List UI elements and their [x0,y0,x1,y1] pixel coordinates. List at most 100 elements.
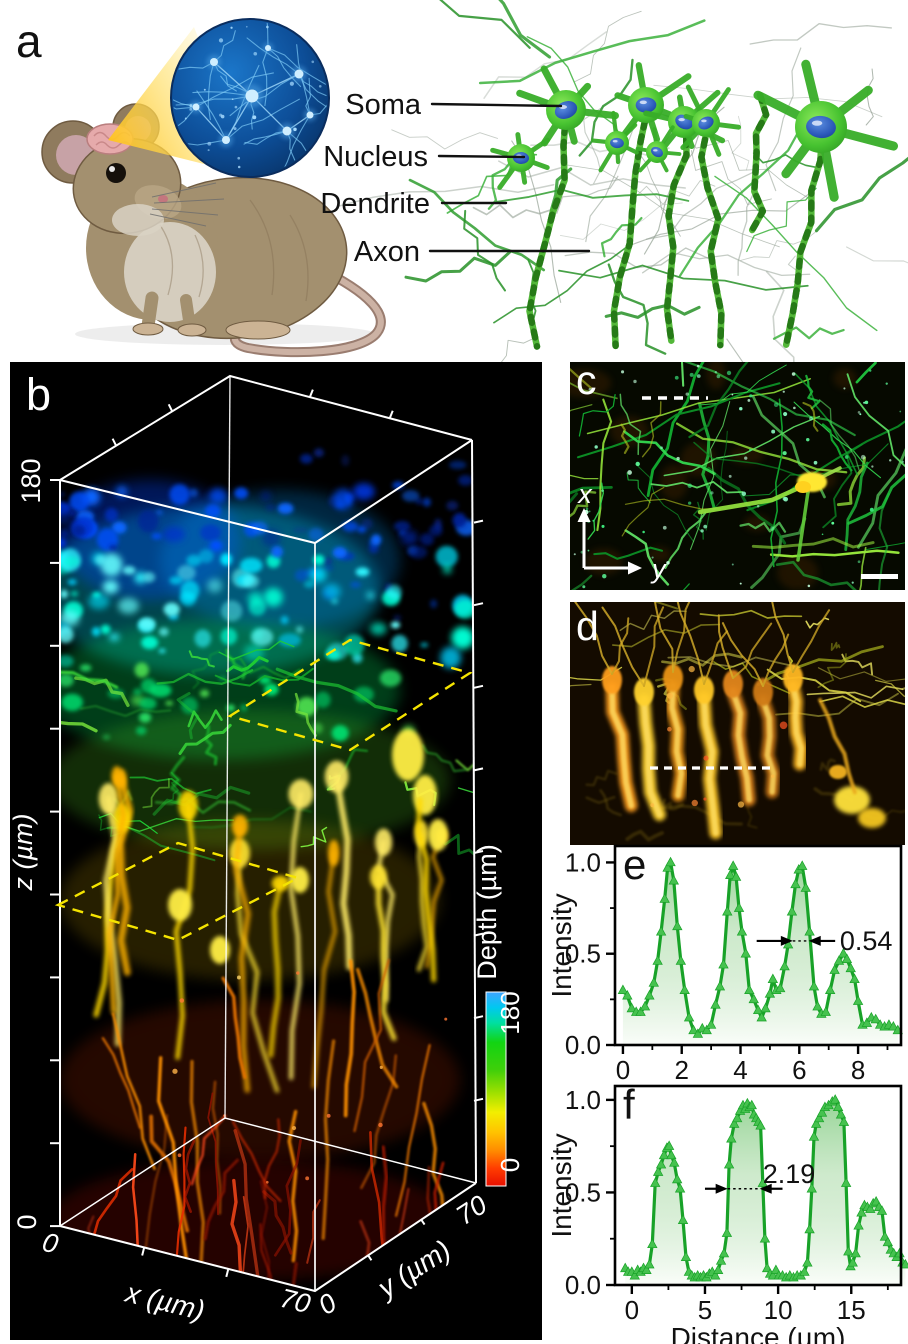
figure-graphic [242,574,260,589]
figure-graphic [294,69,304,79]
figure-graphic [650,481,744,494]
figure-graphic [808,935,821,946]
soma-image [570,602,905,842]
data-marker [669,1157,680,1167]
figure-graphic [792,609,831,673]
figure-graphic [701,119,707,123]
figure-graphic [772,326,845,340]
figure-graphic [142,778,170,809]
figure-graphic [732,622,773,679]
figure-graphic [222,136,230,144]
figure-graphic [723,670,743,698]
figure-graphic [152,785,251,816]
figure-graphic [321,1039,336,1241]
figure-graphic [674,375,679,380]
figure-graphic [831,521,835,525]
figure-graphic [190,806,313,829]
figure-graphic [378,1122,383,1128]
figure-graphic [721,622,764,687]
figure-graphic [343,959,356,1118]
figure-graphic [173,803,195,1060]
figure-graphic [311,60,315,64]
y-tick-label: 0.5 [565,1177,601,1207]
figure-graphic [455,758,476,773]
figure-graphic [333,773,353,971]
figure-graphic [795,481,811,493]
figure-graphic [493,242,633,324]
figure-graphic [408,178,546,272]
figure-graphic [829,765,847,779]
figure-graphic [374,828,393,856]
figure-graphic [661,804,743,826]
figure-graphic [422,497,431,507]
figure-graphic [421,744,467,773]
figure-graphic [305,1176,310,1181]
figure-graphic [771,429,776,434]
figure-graphic [330,598,339,605]
figure-graphic [629,190,814,246]
figure-graphic [371,534,382,546]
figure-graphic [752,152,817,169]
figure-graphic [111,766,123,787]
figure-graphic [400,529,418,546]
data-marker [744,984,755,994]
figure-graphic [429,524,443,537]
figure-graphic [111,1012,156,1171]
figure-graphic [687,501,692,505]
data-marker [861,1017,873,1027]
data-marker [760,1002,771,1013]
figure-graphic [570,474,599,480]
figure-graphic [178,723,232,756]
figure-graphic [391,129,499,150]
figure-graphic [234,487,249,500]
data-marker [808,980,820,991]
figure-graphic [293,127,297,132]
data-marker [804,926,815,936]
x-tick-label: 6 [792,1055,806,1085]
figure-graphic [322,583,341,600]
figure-graphic [855,362,877,384]
data-marker [701,1024,712,1035]
figure-graphic [619,393,642,456]
figure-graphic [821,533,824,536]
figure-graphic [191,650,221,689]
figure-graphic [807,584,811,588]
figure-graphic [471,439,477,1184]
figure-graphic [473,1097,484,1102]
mouse-nose [158,195,168,203]
figure-graphic [189,107,193,111]
figure-graphic [621,370,625,374]
figure-graphic [296,697,317,717]
c-y-axis-label: y [650,554,667,584]
figure-graphic [135,726,147,736]
figure-graphic [782,496,787,501]
figure-graphic [582,585,586,589]
panel-c: x y c [570,357,905,590]
figure-graphic [231,1120,282,1203]
figure-graphic [751,537,875,549]
figure-graphic [180,580,200,601]
mouse-illustration [41,103,386,358]
figure-graphic [271,545,283,558]
figure-graphic [571,574,593,590]
data-marker [850,1247,861,1258]
data-marker [841,953,853,963]
figure-graphic [836,456,867,507]
panel-b: b z (µm) 180 0 0 x (µm) 70 0 y (µm) 70 D… [8,362,542,1340]
figure-graphic [112,204,164,236]
figure-graphic [352,483,375,500]
figure-graphic [306,111,314,119]
figure-graphic [473,767,484,772]
figure-graphic [611,617,630,675]
neuron-annotations: Soma Nucleus Dendrite Axon [320,89,591,268]
figure-graphic [210,936,230,964]
figure-graphic [368,543,379,554]
data-marker [731,1112,743,1123]
data-marker [813,1112,825,1123]
data-marker [847,1257,858,1267]
figure-graphic [805,374,821,410]
figure-graphic [300,453,313,464]
panel-a: a [16,0,908,514]
mouse-hind-foot [225,320,291,340]
